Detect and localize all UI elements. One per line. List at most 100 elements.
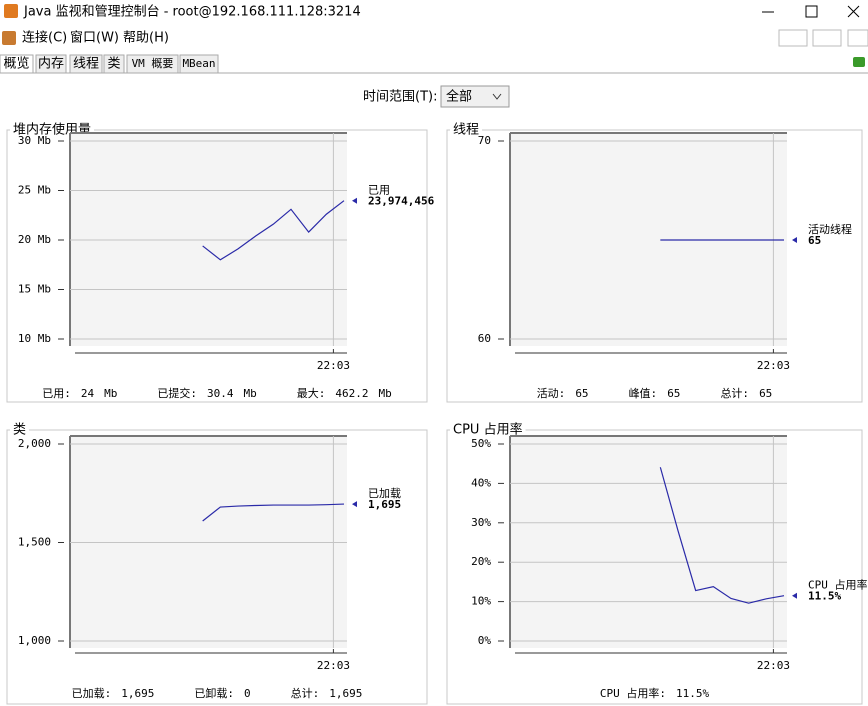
stat-label: 活动: <box>537 387 566 400</box>
tab[interactable] <box>126 54 179 74</box>
y-tick-label: 60 <box>478 332 491 345</box>
legend-arrow <box>792 237 797 243</box>
panel-border <box>446 429 863 705</box>
stat-label: 峰值: <box>629 387 658 400</box>
x-tick-label: 22:03 <box>757 359 790 372</box>
tab[interactable] <box>35 54 67 74</box>
stat-value: 24 <box>81 387 95 400</box>
y-tick-label: 25 Mb <box>18 184 51 197</box>
stats: CPU 占用率: 11.5% <box>600 686 710 700</box>
stat-value: 11.5% <box>676 687 709 700</box>
time-range-label: 时间范围(T): <box>363 90 437 105</box>
y-tick-label: 2,000 <box>18 437 51 450</box>
menu-item[interactable]: 连接(C) <box>22 30 67 46</box>
panel-title: 线程 <box>453 123 479 138</box>
stat-unit: Mb <box>379 387 392 400</box>
tab-label: 概览 <box>3 56 29 72</box>
legend-arrow <box>352 501 357 508</box>
y-tick-label: 10% <box>471 595 491 608</box>
stats: 已用: 24 Mb 已提交: 30.4 Mb 最大: 462.2 Mb <box>42 386 392 400</box>
panel-title-bg <box>450 123 483 137</box>
stat-value: 65 <box>575 387 588 400</box>
y-tick-label: 15 Mb <box>18 283 51 296</box>
stat-value: 0 <box>244 687 251 700</box>
connection-icon <box>853 57 865 67</box>
window-title: Java 监视和管理控制台 - root@192.168.111.128:321… <box>23 5 361 20</box>
stat-value: 1,695 <box>329 687 362 700</box>
y-tick-label: 0% <box>478 634 492 647</box>
y-tick-label: 20 Mb <box>18 233 51 246</box>
y-tick-label: 30 Mb <box>18 134 51 147</box>
panel-border <box>6 129 428 403</box>
tab[interactable] <box>69 54 103 74</box>
close-button[interactable] <box>847 5 860 18</box>
series-line <box>659 467 785 604</box>
tab-label: 线程 <box>73 57 99 72</box>
inner-minimize[interactable] <box>778 29 808 47</box>
select-arrow <box>492 93 502 100</box>
inner-restore[interactable] <box>812 29 842 47</box>
stat-value: 1,695 <box>121 687 154 700</box>
stat-value: 65 <box>759 387 772 400</box>
panel-border <box>6 429 428 705</box>
time-range-value: 全部 <box>446 89 472 105</box>
stat-value: 30.4 <box>207 387 234 400</box>
y-tick-label: 1,000 <box>18 634 51 647</box>
legend-arrow <box>352 197 357 204</box>
stat-label: 已加载: <box>72 687 112 700</box>
stat-label: CPU 占用率: <box>600 686 666 700</box>
stat-value: 65 <box>667 387 680 400</box>
time-range-select[interactable] <box>440 85 510 108</box>
y-tick-label: 1,500 <box>18 536 51 549</box>
series-line <box>202 503 345 522</box>
y-tick-label: 70 <box>478 134 491 147</box>
menu-item[interactable]: 窗口(W) <box>70 30 119 46</box>
panel-title: 类 <box>13 423 26 438</box>
legend-value: 23,974,456 <box>368 195 435 208</box>
tab[interactable] <box>103 54 125 74</box>
stat-label: 已用: <box>42 387 71 400</box>
stat-label: 已提交: <box>157 386 197 400</box>
x-tick-label: 22:03 <box>317 659 350 672</box>
stat-unit: Mb <box>244 387 257 400</box>
stat-label: 总计: <box>291 686 320 700</box>
stat-label: 最大: <box>297 386 326 400</box>
stat-unit: Mb <box>104 387 117 400</box>
legend-name: 活动线程 <box>808 222 852 236</box>
menu-item[interactable]: 帮助(H) <box>123 31 169 46</box>
stats: 活动: 65 峰值: 65 总计: 65 <box>537 386 773 400</box>
panel-title: CPU 占用率 <box>453 422 523 438</box>
y-tick-label: 50% <box>471 437 491 450</box>
tab-label: 内存 <box>38 56 64 72</box>
legend-arrow <box>792 592 797 599</box>
inner-close[interactable] <box>847 29 868 47</box>
y-tick-label: 10 Mb <box>18 332 51 345</box>
tab[interactable] <box>179 54 219 74</box>
plot-bg <box>510 436 787 648</box>
stat-value: 462.2 <box>335 387 368 400</box>
y-tick-label: 20% <box>471 555 491 568</box>
panel-title-bg <box>10 423 30 437</box>
menu-icon <box>2 31 16 45</box>
stat-label: 总计: <box>720 386 749 400</box>
tab-bar: 概览 内存 线程类 VM 概要 MBean <box>0 54 219 74</box>
maximize-button[interactable] <box>805 5 818 18</box>
legend-name: CPU 占用率 <box>808 578 868 592</box>
y-tick-label: 40% <box>471 476 491 489</box>
panel-title-bg <box>450 423 526 437</box>
y-tick-label: 30% <box>471 516 491 529</box>
tab[interactable] <box>0 54 34 74</box>
tab-label: 类 <box>107 57 120 72</box>
tab-label: VM 概要 <box>132 57 174 70</box>
x-tick-label: 22:03 <box>757 659 790 672</box>
x-tick-label: 22:03 <box>317 359 350 372</box>
legend-name: 已加载 <box>368 487 401 500</box>
stats: 已加载: 1,695 已卸载: 0 总计: 1,695 <box>72 686 363 700</box>
legend-value: 1,695 <box>368 498 401 511</box>
legend-value: 65 <box>808 234 821 247</box>
legend-value: 11.5% <box>808 590 841 603</box>
tab-label: MBean <box>182 57 215 70</box>
legend-name: 已用 <box>368 184 390 197</box>
